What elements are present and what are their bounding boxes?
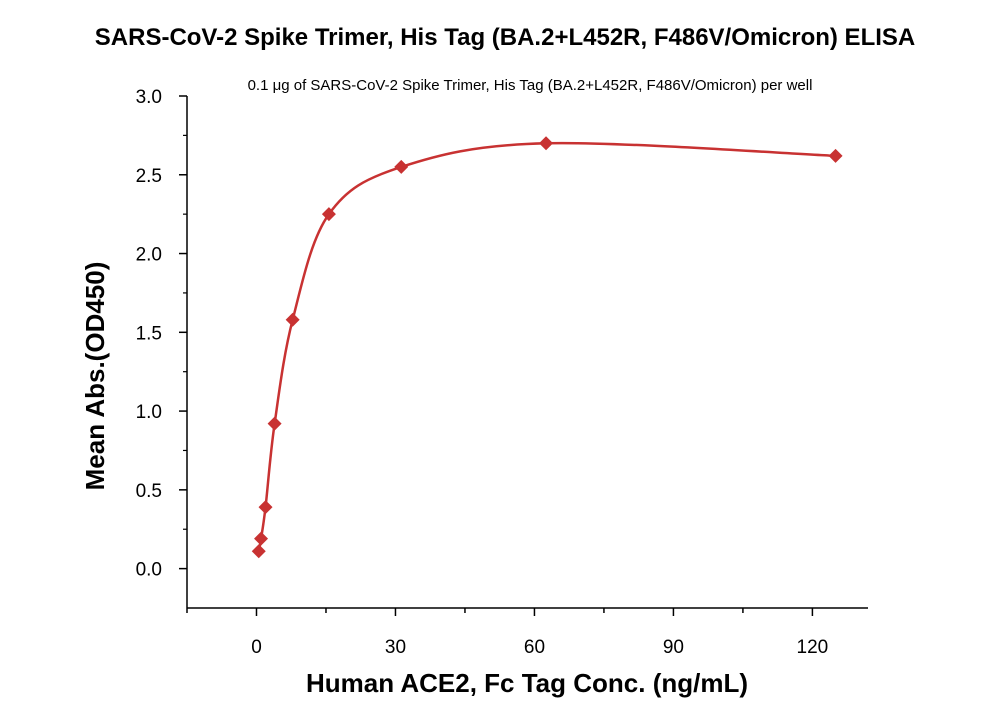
data-point — [258, 500, 273, 515]
y-tick-label: 2.5 — [136, 166, 162, 187]
x-ticks: 0 30 60 90 120 — [186, 608, 829, 658]
data-point — [539, 136, 554, 151]
data-markers — [251, 136, 843, 559]
data-point — [394, 159, 409, 174]
chart-subtitle: 0.1 μg of SARS-CoV-2 Spike Trimer, His T… — [248, 77, 813, 94]
y-tick-label: 1.5 — [136, 323, 162, 344]
data-point — [254, 531, 269, 546]
y-tick-label: 0.0 — [136, 560, 162, 581]
x-tick-label: 90 — [663, 637, 684, 658]
x-tick-label: 30 — [385, 637, 406, 658]
y-axis-label: Mean Abs.(OD450) — [80, 262, 110, 491]
data-point — [251, 544, 266, 559]
fit-curve — [257, 141, 836, 552]
x-tick-label: 60 — [524, 637, 545, 658]
x-tick-label: 120 — [797, 637, 829, 658]
y-ticks: 0.0 0.5 1.0 1.5 2.0 2.5 3.0 — [136, 87, 187, 581]
y-tick-label: 1.0 — [136, 402, 162, 423]
y-tick-label: 2.0 — [136, 245, 162, 266]
x-tick-label: 0 — [251, 637, 262, 658]
data-point — [285, 312, 300, 327]
data-point — [267, 416, 282, 431]
data-point — [828, 148, 843, 163]
y-tick-label: 0.5 — [136, 481, 162, 502]
plot-area: 0.0 0.5 1.0 1.5 2.0 2.5 3.0 0 30 60 90 120 — [136, 87, 868, 658]
y-tick-label: 3.0 — [136, 87, 162, 108]
data-point — [321, 207, 336, 222]
x-axis-label: Human ACE2, Fc Tag Conc. (ng/mL) — [306, 668, 748, 698]
chart-title: SARS-CoV-2 Spike Trimer, His Tag (BA.2+L… — [95, 24, 915, 51]
